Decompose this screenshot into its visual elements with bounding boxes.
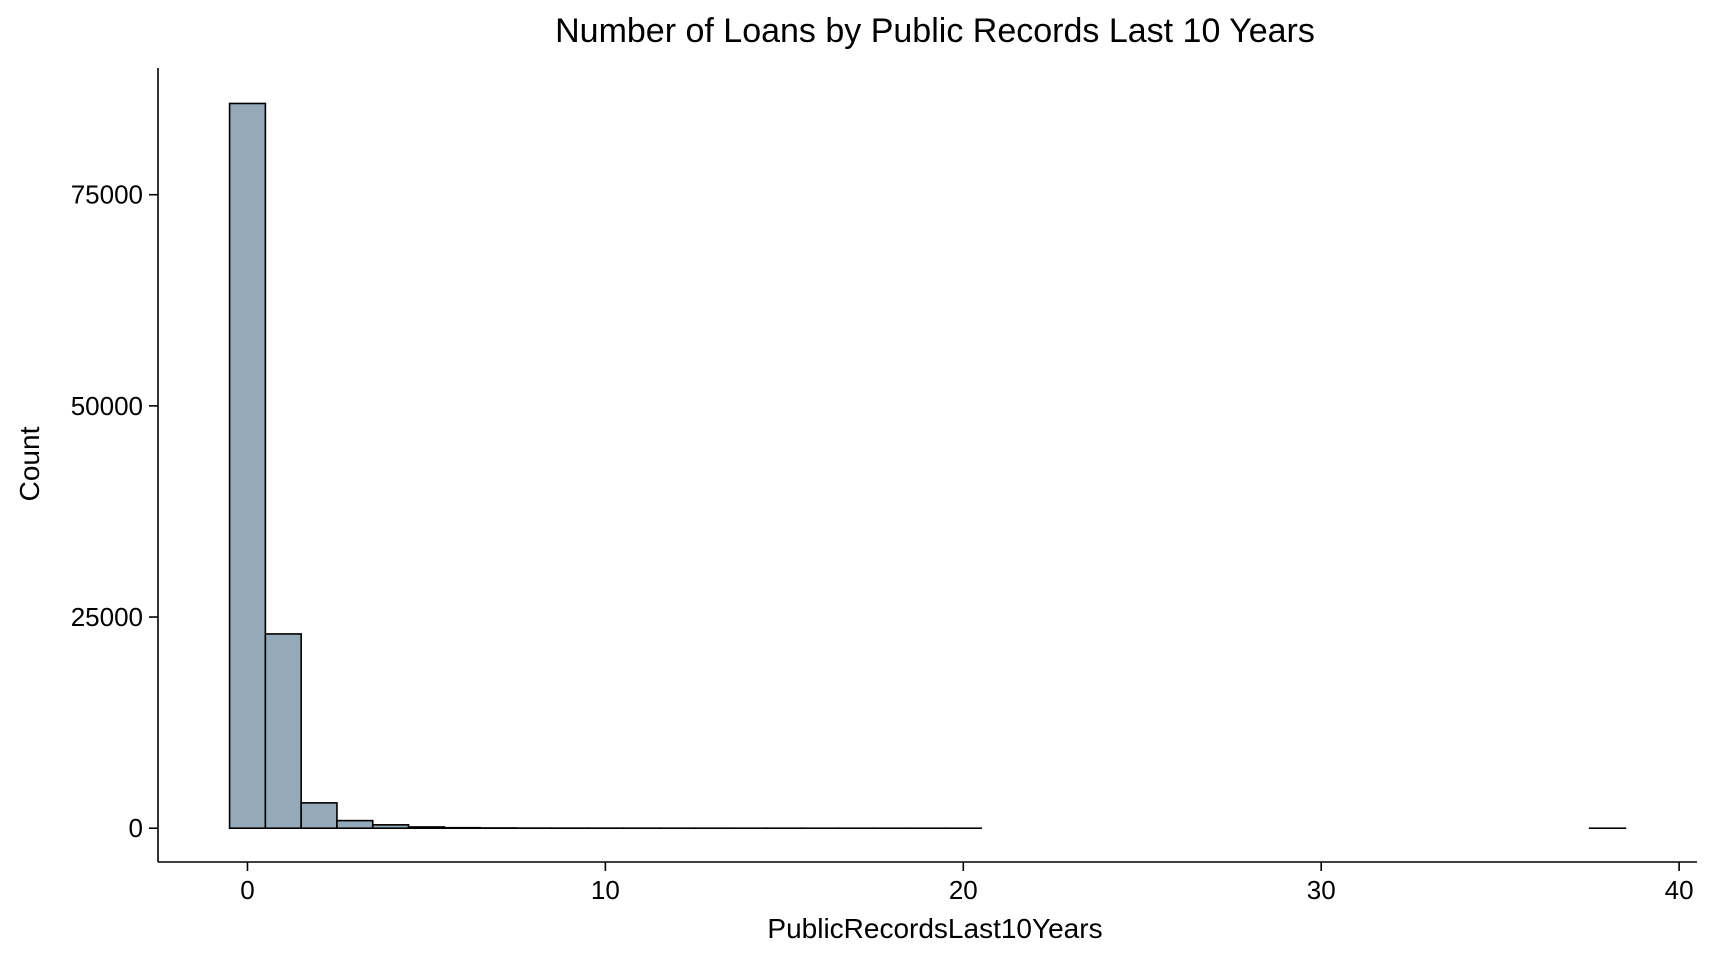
- y-tick-label: 50000: [71, 391, 143, 421]
- x-tick-label: 40: [1665, 875, 1694, 905]
- x-tick-label: 20: [949, 875, 978, 905]
- histogram-bar: [264, 633, 302, 830]
- x-tick-label: 10: [591, 875, 620, 905]
- y-axis-ticks: 0 25000 50000 75000: [71, 180, 158, 843]
- chart-title: Number of Loans by Public Records Last 1…: [555, 12, 1315, 50]
- x-tick-label: 0: [240, 875, 254, 905]
- y-tick-label: 25000: [71, 602, 143, 632]
- y-tick-label: 0: [129, 813, 143, 843]
- histogram-bar: [371, 824, 410, 830]
- histogram-bar: [228, 102, 267, 830]
- histogram-bar: [336, 819, 374, 830]
- bars-group: [228, 102, 1627, 830]
- y-tick-label: 75000: [71, 180, 143, 210]
- x-axis-ticks: 0 10 20 30 40: [240, 862, 1694, 905]
- histogram-bar: [407, 826, 446, 830]
- histogram-bar: [443, 826, 481, 830]
- y-axis-label: Count: [14, 426, 45, 501]
- x-axis-label: PublicRecordsLast10Years: [767, 913, 1102, 944]
- x-tick-label: 30: [1307, 875, 1336, 905]
- histogram-bar: [300, 802, 338, 830]
